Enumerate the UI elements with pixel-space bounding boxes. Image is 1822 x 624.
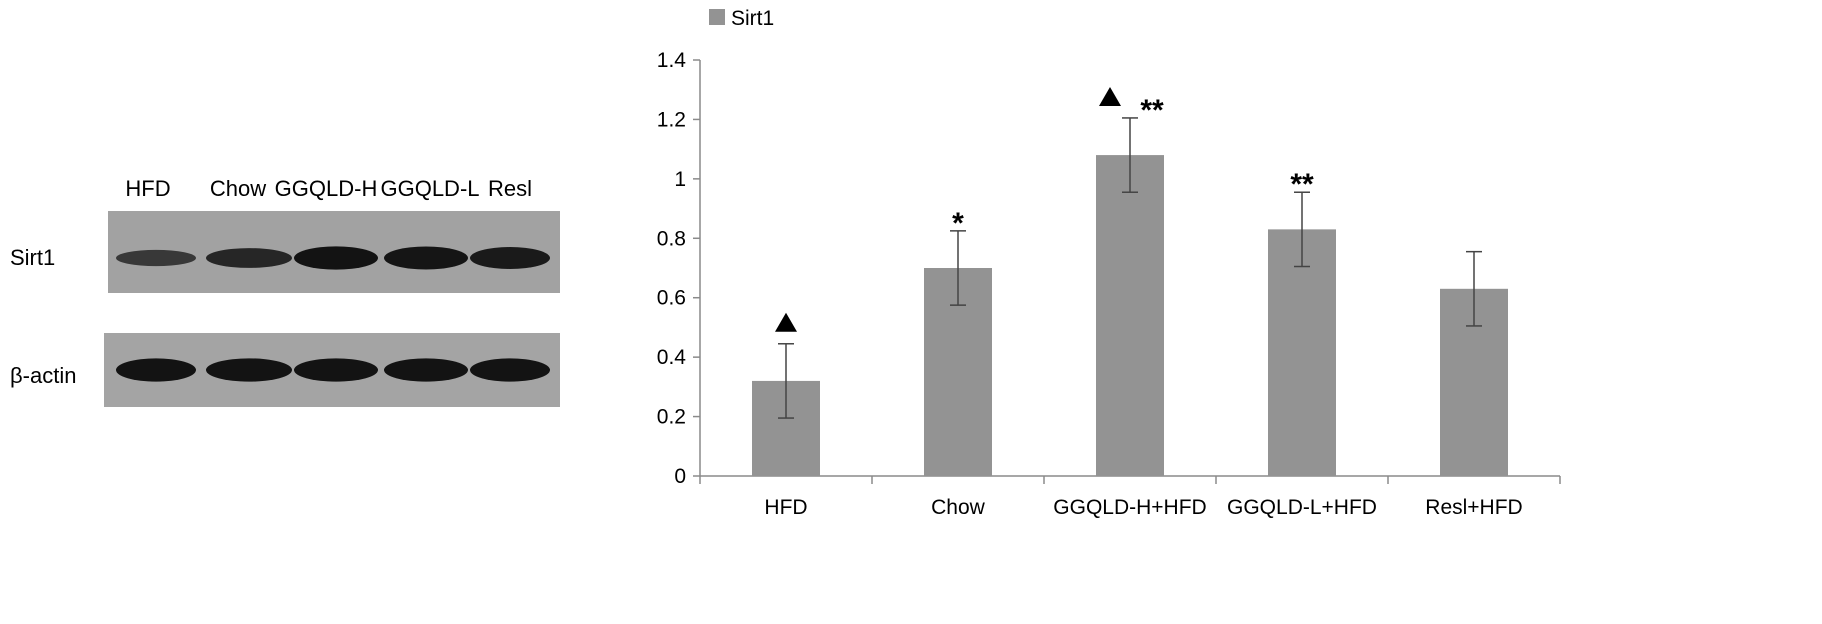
y-tick-label: 1.4 — [657, 49, 687, 72]
wb-band — [116, 358, 196, 382]
y-tick-label: 1 — [674, 168, 686, 191]
significance-triangle-icon — [1099, 86, 1121, 106]
bar — [1096, 155, 1164, 477]
x-tick-label: GGQLD-L+HFD — [1227, 496, 1377, 519]
wb-band — [384, 246, 468, 270]
y-tick-label: 0 — [674, 465, 686, 488]
significance-marks: ***** — [775, 86, 1314, 332]
x-tick-label: HFD — [764, 496, 807, 519]
bar — [1268, 229, 1336, 476]
wb-lane-label: HFD — [125, 176, 170, 201]
wb-band — [294, 358, 378, 382]
wb-sirt1-bands — [116, 246, 550, 270]
wb-row-label-actin: β-actin — [10, 363, 76, 388]
significance-asterisk: * — [952, 207, 964, 240]
significance-asterisk: ** — [1140, 94, 1164, 127]
bars — [752, 155, 1508, 477]
significance-asterisk: ** — [1290, 168, 1314, 201]
wb-band — [384, 358, 468, 382]
y-tick-label: 1.2 — [657, 108, 686, 131]
wb-lane-label: GGQLD-L — [380, 176, 479, 201]
error-bars — [778, 117, 1482, 419]
wb-band — [470, 247, 550, 269]
x-tick-label: Chow — [931, 496, 986, 519]
wb-lane-label: GGQLD-H — [275, 176, 378, 201]
y-tick-label: 0.4 — [657, 346, 687, 369]
wb-band — [294, 246, 378, 270]
x-tick-label: Resl+HFD — [1425, 496, 1522, 519]
wb-band — [470, 358, 550, 382]
wb-lane-label: Resl — [488, 176, 532, 201]
y-axis: 0 0.2 0.4 0.6 0.8 1 1.2 1.4 — [657, 49, 701, 488]
chart-legend: Sirt1 — [709, 7, 774, 30]
significance-triangle-icon — [775, 312, 797, 332]
legend-label: Sirt1 — [731, 7, 774, 30]
wb-lane-label: Chow — [210, 176, 266, 201]
wb-band — [206, 358, 292, 382]
y-tick-label: 0.8 — [657, 227, 686, 250]
x-axis: HFD Chow GGQLD-H+HFD GGQLD-L+HFD Resl+HFD — [699, 475, 1561, 519]
wb-band — [206, 248, 292, 268]
legend-swatch — [709, 9, 725, 25]
wb-row-label-sirt1: Sirt1 — [10, 245, 55, 270]
y-tick-label: 0.6 — [657, 287, 686, 310]
wb-actin-bands — [116, 358, 550, 382]
x-tick-label: GGQLD-H+HFD — [1053, 496, 1206, 519]
y-tick-label: 0.2 — [657, 406, 686, 429]
wb-lane-labels: HFD Chow GGQLD-H GGQLD-L Resl — [125, 176, 532, 201]
western-blot-panel: HFD Chow GGQLD-H GGQLD-L Resl Sirt1 β-ac… — [10, 176, 560, 407]
wb-band — [116, 249, 196, 267]
